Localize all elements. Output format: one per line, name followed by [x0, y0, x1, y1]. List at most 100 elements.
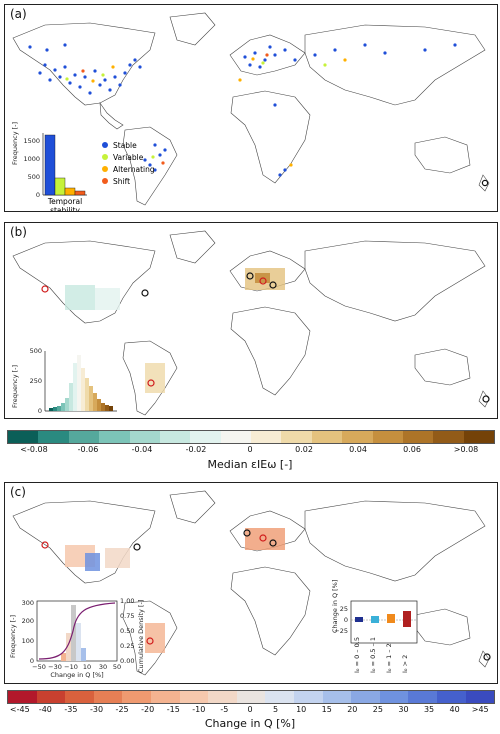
- svg-text:1.00: 1.00: [120, 597, 134, 605]
- highlight-markers: [41, 529, 491, 661]
- colorbar-tick: 0: [247, 705, 253, 714]
- colorbar-swatch: [465, 691, 495, 703]
- legend-dot-stable: [102, 142, 108, 148]
- svg-text:−10: −10: [64, 663, 78, 671]
- colorbar-swatch: [159, 431, 191, 443]
- colorbar-c: [7, 690, 495, 704]
- legend: Stable Variable Alternating Shift: [102, 141, 155, 186]
- heat-cells: [65, 268, 285, 393]
- colorbar-swatch: [322, 691, 352, 703]
- colorbar-swatch: [236, 691, 266, 703]
- world-outline: [12, 490, 490, 676]
- colorbar-tick: -10: [192, 705, 206, 714]
- world-outline: [12, 230, 490, 416]
- colorbar-tick: 0.04: [349, 445, 367, 454]
- colorbar-swatch: [208, 691, 237, 703]
- change-cells: [65, 528, 285, 653]
- panel-a: (a): [4, 4, 498, 212]
- legend-alternating: Alternating: [113, 165, 155, 174]
- colorbar-swatch: [342, 431, 373, 443]
- colorbar-swatch: [36, 691, 66, 703]
- colorbar-swatch: [265, 691, 294, 703]
- colorbar-tick: -15: [166, 705, 180, 714]
- colorbar-swatch: [65, 691, 94, 703]
- colorbar-swatch: [179, 691, 209, 703]
- highlight-marker: [481, 179, 489, 187]
- svg-text:30: 30: [99, 663, 107, 671]
- svg-text:0.75: 0.75: [120, 612, 134, 620]
- map-c: 0 100 200 300 Frequency [-] −50 −30 −10 …: [9, 490, 491, 679]
- bar-shift: [74, 190, 86, 196]
- colorbar-tick: 35: [423, 705, 435, 714]
- box-2: [371, 616, 379, 623]
- colorbar-tick: -0.06: [77, 445, 99, 454]
- box-4: [403, 611, 411, 627]
- svg-text:50: 50: [113, 663, 121, 671]
- colorbar-c-title: Change in Q [%]: [204, 717, 296, 730]
- stations-alternating: [91, 57, 347, 167]
- colorbar-tick: 5: [273, 705, 279, 714]
- colorbar-tick: -20: [141, 705, 155, 714]
- inset-xlabel-1: Temporal: [47, 197, 82, 206]
- legend-stable: Stable: [113, 141, 137, 150]
- box-ylabel: Change in Q [%]: [331, 580, 339, 633]
- colorbar-tick: -5: [220, 705, 229, 714]
- panel-label: (c): [10, 485, 26, 499]
- highlight-markers: [41, 272, 490, 403]
- colorbar-swatch: [463, 431, 494, 443]
- colorbar-swatch: [150, 691, 180, 703]
- svg-text:0.25: 0.25: [120, 642, 134, 650]
- panel-b: (b): [4, 222, 498, 419]
- colorbar-tick: -40: [38, 705, 52, 714]
- colorbar-swatch: [408, 691, 437, 703]
- colorbar-swatch: [68, 431, 100, 443]
- colorbar-swatch: [293, 691, 323, 703]
- colorbar-swatch: [436, 691, 466, 703]
- colorbar-b: [7, 430, 495, 444]
- colorbar-tick: <-45: [9, 705, 30, 714]
- ytick: 0: [36, 191, 40, 199]
- svg-text:I₀ = 0 – 0.5: I₀ = 0 – 0.5: [353, 637, 361, 673]
- svg-text:0: 0: [344, 616, 348, 624]
- colorbar-tick: -25: [115, 705, 129, 714]
- colorbar-swatch: [99, 431, 130, 443]
- colorbar-swatch: [351, 691, 380, 703]
- legend-shift: Shift: [113, 177, 130, 186]
- colorbar-tick: 10: [296, 705, 307, 714]
- svg-text:10: 10: [83, 663, 91, 671]
- world-outline: [12, 12, 490, 206]
- hist-ylabel: Frequency [-]: [9, 615, 17, 658]
- bar-variable: [54, 177, 66, 196]
- ytick: 300: [22, 599, 34, 607]
- legend-dot-variable: [102, 154, 108, 160]
- colorbar-swatch: [402, 431, 434, 443]
- hist-y2label: Cumulative Density [-]: [137, 600, 145, 673]
- ytick: 100: [22, 637, 34, 645]
- colorbar-b-title: Median εIEω [-]: [207, 458, 293, 471]
- inset-ylabel: Frequency [-]: [11, 122, 19, 165]
- colorbar-swatch: [281, 431, 312, 443]
- colorbar-tick: 0.06: [403, 445, 421, 454]
- colorbar-tick: <-0.08: [20, 445, 48, 454]
- panel-c: (c): [4, 482, 498, 684]
- svg-text:−50: −50: [32, 663, 46, 671]
- ytick: 500: [28, 173, 40, 181]
- inset-xlabel-2: stability: [50, 206, 80, 212]
- colorbar-swatch: [93, 691, 123, 703]
- inset-ylabel: Frequency [-]: [11, 365, 19, 408]
- svg-text:I₀ = 0.5 – 1: I₀ = 0.5 – 1: [369, 637, 377, 673]
- svg-text:−30: −30: [48, 663, 62, 671]
- colorbar-swatch: [220, 431, 251, 443]
- inset-change-histogram: 0 100 200 300 Frequency [-] −50 −30 −10 …: [9, 597, 145, 679]
- stations-stable: [28, 43, 457, 177]
- svg-text:0.00: 0.00: [120, 657, 134, 665]
- stations-variable: [65, 61, 327, 159]
- stations-shift: [81, 53, 269, 165]
- colorbar-tick: 0: [247, 445, 253, 454]
- colorbar-swatch: [379, 691, 409, 703]
- colorbar-swatch: [38, 431, 69, 443]
- bar-alternating: [64, 187, 76, 196]
- map-a: Stable Variable Alternating Shift 0 500 …: [11, 12, 490, 212]
- colorbar-tick: >0.08: [453, 445, 479, 454]
- colorbar-swatch: [372, 431, 403, 443]
